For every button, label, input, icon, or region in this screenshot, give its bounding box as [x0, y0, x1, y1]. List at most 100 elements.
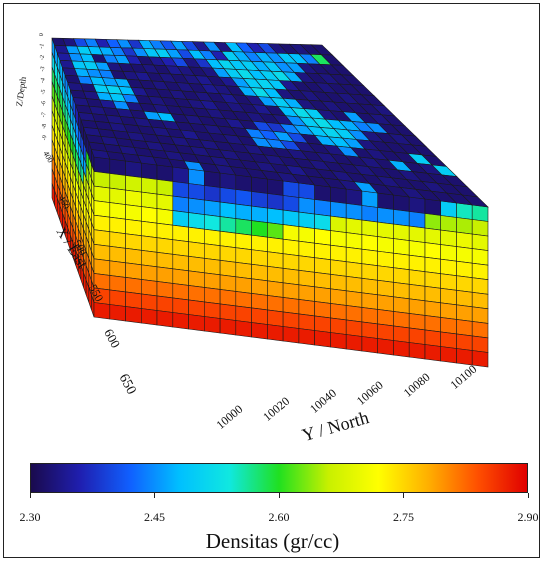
south-voxel — [471, 335, 489, 353]
south-voxel — [188, 183, 205, 201]
south-voxel — [440, 346, 457, 364]
south-voxel — [204, 257, 221, 276]
south-voxel — [361, 234, 379, 252]
south-voxel — [235, 247, 252, 265]
south-voxel — [393, 267, 410, 285]
south-voxel — [361, 292, 379, 310]
top-face — [51, 37, 489, 208]
south-voxel — [109, 173, 126, 191]
y-tick-label: 10040 — [307, 386, 339, 416]
top-voxel — [461, 194, 489, 208]
south-voxel — [125, 204, 142, 222]
south-voxel — [282, 209, 300, 227]
south-voxel — [172, 224, 189, 243]
south-voxel — [251, 263, 268, 282]
colorbar-tick-label: 2.30 — [19, 510, 41, 524]
south-voxel — [172, 268, 189, 286]
south-voxel — [267, 295, 284, 313]
south-voxel — [408, 313, 426, 331]
south-voxel — [172, 166, 189, 184]
south-voxel — [471, 204, 489, 222]
south-voxel — [298, 269, 315, 288]
south-voxel — [314, 199, 331, 217]
colorbar-tick-label: 2.60 — [268, 510, 290, 524]
south-voxel — [330, 215, 347, 233]
south-voxel — [125, 175, 142, 193]
south-voxel — [267, 309, 284, 327]
south-voxel — [361, 307, 379, 325]
south-voxel — [282, 326, 300, 344]
south-voxel — [141, 220, 158, 239]
south-voxel — [424, 329, 442, 347]
south-voxel — [172, 195, 189, 213]
south-voxel — [267, 251, 284, 269]
south-voxel — [298, 226, 315, 244]
south-voxel — [109, 158, 126, 176]
south-voxel — [282, 224, 300, 242]
south-voxel — [456, 260, 473, 279]
south-voxel — [393, 281, 410, 300]
south-voxel — [204, 199, 221, 217]
south-voxel — [345, 261, 363, 279]
south-voxel — [471, 233, 489, 251]
south-voxel — [298, 240, 315, 259]
south-voxel — [109, 202, 126, 220]
south-voxel — [361, 277, 379, 296]
south-voxel — [109, 275, 126, 293]
south-voxel — [377, 309, 394, 327]
south-voxel — [471, 248, 489, 266]
south-voxel — [235, 189, 252, 207]
south-voxel — [408, 211, 426, 229]
south-voxel — [393, 340, 410, 358]
south-voxel — [109, 289, 126, 307]
colorbar-tick-mark — [278, 493, 280, 498]
south-voxel — [377, 250, 394, 269]
south-voxel — [125, 291, 142, 309]
south-voxel — [251, 249, 268, 267]
south-voxel — [456, 289, 473, 308]
south-voxel — [330, 317, 347, 335]
south-voxel — [204, 214, 221, 232]
south-voxel — [109, 260, 126, 278]
south-voxel — [298, 284, 315, 302]
south-voxel — [298, 182, 315, 200]
south-voxel — [188, 255, 205, 274]
south-voxel — [393, 209, 410, 227]
south-voxel — [219, 245, 237, 263]
south-voxel — [424, 315, 442, 333]
south-voxel — [251, 293, 268, 311]
south-voxel — [235, 232, 252, 251]
south-voxel — [188, 314, 205, 332]
south-voxel — [298, 211, 315, 229]
south-voxel — [141, 191, 158, 209]
z-tick-label: -7 — [41, 112, 48, 118]
south-voxel — [345, 275, 363, 294]
south-voxel — [156, 295, 174, 313]
south-voxel — [361, 248, 379, 267]
z-tick-label: -8 — [41, 123, 48, 129]
south-voxel — [282, 253, 300, 271]
south-voxel — [424, 213, 442, 231]
south-voxel — [345, 217, 363, 235]
south-voxel — [424, 227, 442, 245]
south-voxel — [251, 220, 268, 238]
south-voxel — [93, 258, 111, 276]
south-voxel — [330, 288, 347, 306]
south-voxel — [172, 297, 189, 315]
south-voxel — [219, 318, 237, 336]
south-voxel — [267, 207, 284, 225]
south-voxel — [235, 174, 252, 192]
south-voxel — [125, 247, 142, 266]
south-voxel — [456, 231, 473, 249]
south-voxel — [267, 193, 284, 211]
z-tick-label: -1 — [39, 43, 46, 49]
south-voxel — [141, 293, 158, 311]
south-voxel — [298, 255, 315, 273]
south-voxel — [345, 232, 363, 250]
south-voxel — [141, 279, 158, 297]
south-voxel — [172, 239, 189, 257]
south-voxel — [188, 285, 205, 303]
south-voxel — [204, 170, 221, 188]
south-voxel — [440, 287, 457, 306]
